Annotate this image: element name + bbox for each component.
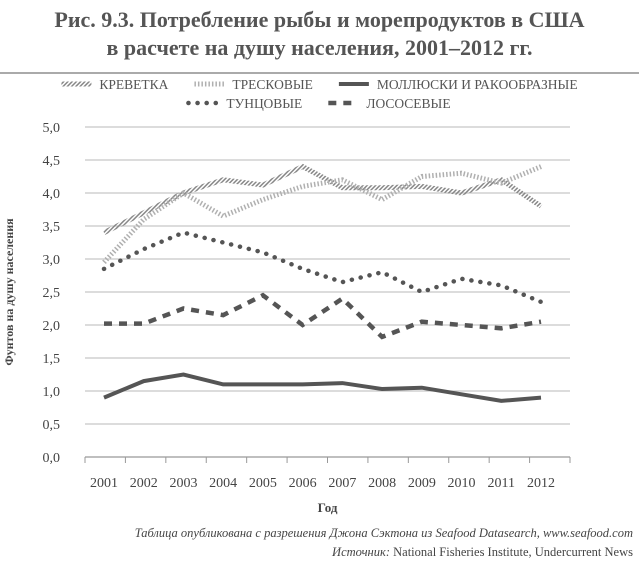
title-line-2: в расчете на душу населения, 2001–2012 г…	[106, 35, 533, 60]
source-note: Источник: National Fisheries Institute, …	[135, 543, 633, 562]
legend-label: ЛОСОСЕВЫЕ	[366, 96, 450, 111]
x-tick-label: 2004	[209, 476, 237, 491]
legend-label: КРЕВЕТКА	[99, 77, 168, 92]
x-tick-label: 2011	[488, 476, 515, 491]
y-tick-label: 2,5	[43, 286, 61, 301]
legend-label: ТУНЦОВЫЕ	[226, 96, 302, 111]
x-tick-label: 2003	[169, 476, 197, 491]
title-line-1: Рис. 9.3. Потребление рыбы и морепродукт…	[54, 7, 585, 32]
x-tick-label: 2012	[527, 476, 555, 491]
permission-note: Таблица опубликована с разрешения Джона …	[134, 526, 633, 540]
x-tick-label: 2002	[130, 476, 158, 491]
x-tick-label: 2007	[328, 476, 356, 491]
x-tick-label: 2001	[90, 476, 118, 491]
series-line-моллюски и ракообразные	[103, 372, 542, 403]
x-tick-label: 2006	[289, 476, 317, 491]
y-tick-label: 0,5	[43, 418, 61, 433]
chart-title: Рис. 9.3. Потребление рыбы и морепродукт…	[0, 0, 639, 62]
legend-label: МОЛЛЮСКИ И РАКООБРАЗНЫЕ	[377, 77, 578, 92]
y-tick-label: 3,5	[43, 220, 61, 235]
y-tick-label: 3,0	[43, 253, 61, 268]
y-tick-label: 5,0	[43, 121, 61, 136]
x-axis-label: Год	[318, 500, 338, 515]
y-tick-label: 1,0	[43, 385, 61, 400]
x-tick-label: 2008	[368, 476, 396, 491]
series-line-тресковые	[102, 164, 542, 264]
y-tick-label: 4,0	[43, 187, 61, 202]
y-tick-label: 0,0	[43, 451, 61, 466]
y-tick-label: 4,5	[43, 154, 61, 169]
series-line-креветка	[102, 163, 543, 235]
x-tick-label: 2010	[448, 476, 476, 491]
y-axis-label: Фунтов на душу населения	[2, 218, 16, 366]
source-label: Источник:	[332, 545, 390, 559]
chart-footer: Таблица опубликована с разрешения Джона …	[135, 524, 633, 562]
y-tick-label: 2,0	[43, 319, 61, 334]
x-tick-label: 2005	[249, 476, 277, 491]
source-text: National Fisheries Institute, Undercurre…	[390, 545, 633, 559]
legend-label: ТРЕСКОВЫЕ	[232, 77, 312, 92]
line-chart: 0,0 0,5 1,0 1,5 2,0 2,5 3,0 3,5 4,0 4,5 5,0 2001 200…	[2, 77, 578, 515]
series-line-тунцовые	[101, 230, 544, 305]
y-tick-label: 1,5	[43, 352, 61, 367]
series-line-лососевые	[104, 292, 542, 340]
x-tick-label: 2009	[408, 476, 436, 491]
title-divider	[0, 72, 639, 74]
